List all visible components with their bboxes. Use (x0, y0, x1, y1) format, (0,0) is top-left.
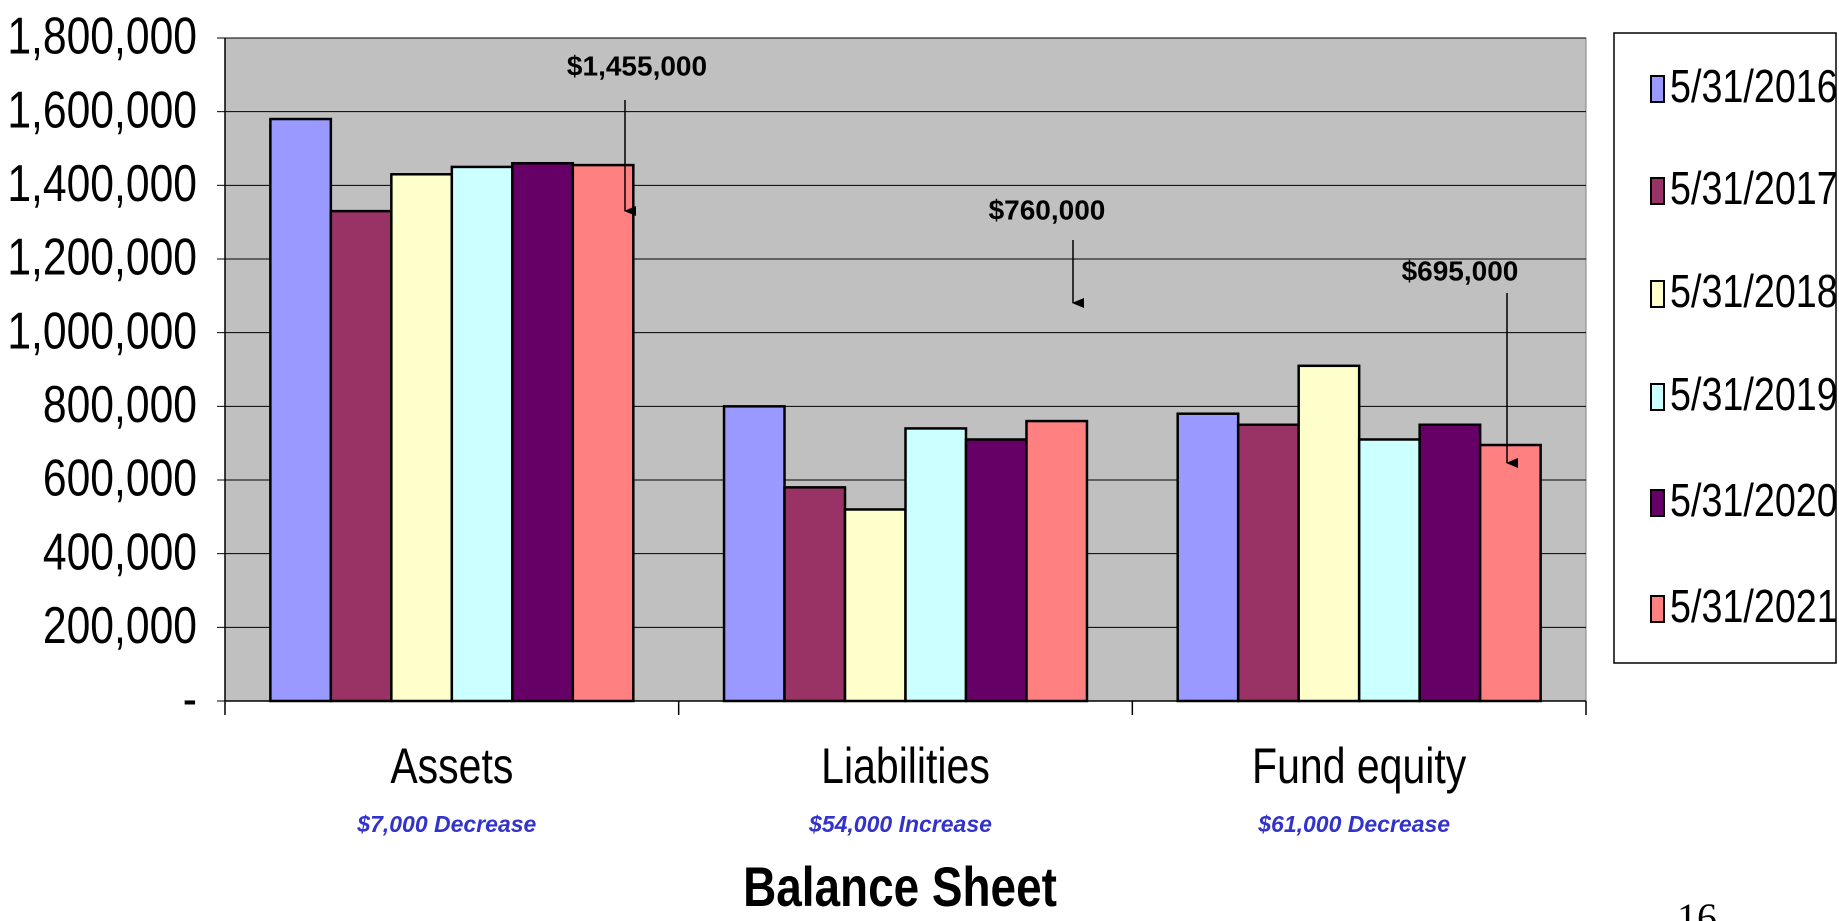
bar (1418, 423, 1482, 703)
legend-label: 5/31/2017 (1670, 163, 1838, 214)
bar (390, 173, 454, 703)
legend-swatch (1650, 177, 1665, 205)
category-label-group: Fund equity (1252, 738, 1466, 794)
x-tick-label: Liabilities (821, 738, 990, 794)
y-tick-label: - (183, 671, 197, 729)
category-label-group: Liabilities (821, 738, 990, 794)
x-tick-label: Assets (390, 738, 513, 794)
y-tick-label: 600,000 (43, 450, 197, 508)
y-tick-label: 1,600,000 (7, 81, 197, 139)
bar (329, 209, 393, 703)
bar (571, 163, 635, 703)
bar (1236, 423, 1300, 703)
legend-swatch (1650, 595, 1665, 623)
bar (269, 117, 333, 703)
bar (1357, 438, 1421, 703)
y-tick-label: 1,800,000 (7, 8, 197, 66)
category-note: $54,000 Increase (808, 811, 992, 837)
legend-swatch (1650, 489, 1665, 517)
annotation: $695,000 (1402, 255, 1519, 286)
legend-labels: 5/31/2016 5/31/2017 5/31/2018 5/31/2019 5/31… (1670, 61, 1838, 632)
legend-swatch (1650, 383, 1665, 411)
legend-swatch (1650, 75, 1665, 103)
y-axis-labels: - 200,000 400,000 600,000 800,000 1,000,000 1,… (7, 8, 197, 729)
y-tick-label: 1,200,000 (7, 229, 197, 287)
bar (722, 405, 786, 703)
bar (783, 486, 847, 703)
legend-label: 5/31/2021 (1670, 581, 1838, 632)
bar (1025, 419, 1089, 703)
bar (1176, 412, 1240, 703)
legend-label: 5/31/2018 (1670, 266, 1838, 317)
annotation: $760,000 (989, 194, 1106, 225)
page-number: 16 (1677, 895, 1717, 921)
y-tick-label: 1,000,000 (7, 302, 197, 360)
legend-box (1613, 32, 1837, 664)
bar (843, 508, 907, 703)
bar (1478, 443, 1542, 703)
y-tick-label: 1,400,000 (7, 155, 197, 213)
bar (904, 427, 968, 703)
y-tick-label: 800,000 (43, 376, 197, 434)
chart-title: Balance Sheet (743, 855, 1057, 917)
legend-label: 5/31/2016 (1670, 61, 1838, 112)
legend-label: 5/31/2020 (1670, 475, 1838, 526)
legend-swatch (1650, 280, 1665, 308)
category-note: $7,000 Decrease (356, 811, 536, 837)
x-tick-label: Fund equity (1252, 738, 1466, 794)
bar (450, 165, 514, 703)
bar (964, 438, 1028, 703)
category-note: $61,000 Decrease (1257, 811, 1450, 837)
bar (1297, 364, 1361, 703)
y-tick-label: 400,000 (43, 523, 197, 581)
y-tick-label: 200,000 (43, 597, 197, 655)
category-label-group: Assets (390, 738, 513, 794)
annotation: $1,455,000 (567, 50, 707, 81)
bar (511, 161, 575, 703)
legend-label: 5/31/2019 (1670, 369, 1838, 420)
